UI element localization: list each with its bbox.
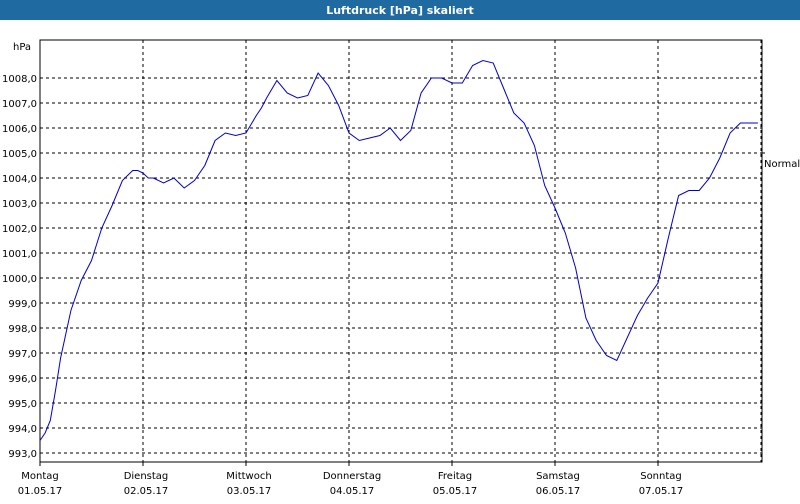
x-tick-day-label: Dienstag — [124, 471, 169, 482]
y-tick-label: 997,0 — [8, 349, 37, 360]
y-tick-label: 995,0 — [8, 399, 37, 410]
y-tick-label: 998,0 — [8, 324, 37, 335]
y-tick-label: 1007,0 — [2, 99, 37, 110]
chart-area: 993,0 994,0 995,0 996,0 997,0 998,0 999,0 1000,… — [0, 20, 800, 500]
y-tick-label: 999,0 — [8, 299, 37, 310]
x-tick-date-label: 03.05.17 — [227, 486, 272, 497]
x-tick-date-label: 02.05.17 — [124, 486, 169, 497]
series-line — [39, 59, 758, 441]
x-tick-date-label: 05.05.17 — [433, 486, 478, 497]
reference-label: Normal — [764, 159, 800, 170]
y-tick-label: 1008,0 — [2, 74, 37, 85]
x-tick-day-label: Sonntag — [640, 471, 682, 482]
y-tick-label: 1006,0 — [2, 124, 37, 135]
y-tick-label: 1005,0 — [2, 149, 37, 160]
grid-lines — [40, 40, 765, 462]
y-tick-label: 1002,0 — [2, 224, 37, 235]
x-tick-date-label: 07.05.17 — [639, 486, 684, 497]
plot-area — [39, 39, 763, 463]
y-tick-label: 994,0 — [8, 424, 37, 435]
x-tick-date-label: 01.05.17 — [18, 486, 63, 497]
line-chart: 993,0 994,0 995,0 996,0 997,0 998,0 999,0 1000,… — [2, 39, 800, 497]
x-tick-day-label: Samstag — [536, 471, 580, 482]
y-tick-label: 1000,0 — [2, 274, 37, 285]
x-tick-day-label: Mittwoch — [226, 471, 271, 482]
series-group — [39, 59, 758, 441]
x-tick-day-label: Montag — [21, 471, 58, 482]
x-tick-day-label: Donnerstag — [323, 471, 381, 482]
x-tick-day-label: Freitag — [438, 471, 472, 482]
y-tick-label: 1003,0 — [2, 199, 37, 210]
y-axis-label: hPa — [13, 42, 31, 53]
y-tick-label: 1001,0 — [2, 249, 37, 260]
x-tick-date-label: 06.05.17 — [536, 486, 581, 497]
x-axis-ticks: Montag 01.05.17 Dienstag 02.05.17 Mittwoch 03… — [18, 462, 684, 497]
y-axis-ticks: 993,0 994,0 995,0 996,0 997,0 998,0 999,0 1000,… — [2, 74, 37, 460]
x-tick-date-label: 04.05.17 — [330, 486, 375, 497]
chart-title: Luftdruck [hPa] skaliert — [0, 0, 800, 20]
y-tick-label: 996,0 — [8, 374, 37, 385]
y-tick-label: 993,0 — [8, 449, 37, 460]
y-tick-label: 1004,0 — [2, 174, 37, 185]
